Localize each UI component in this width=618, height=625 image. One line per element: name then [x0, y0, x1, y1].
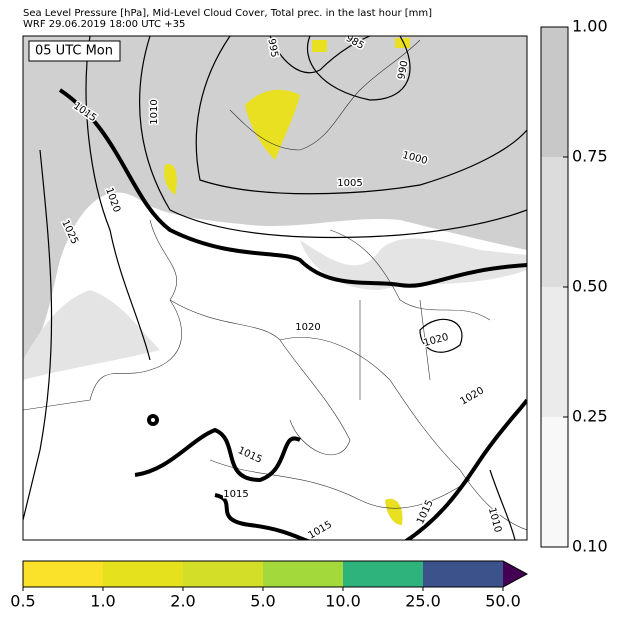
colorbar-segment: [343, 561, 423, 587]
colorbar-segment: [541, 287, 568, 417]
colorbar-segment: [23, 561, 103, 587]
colorbar-label: 0.75: [572, 147, 608, 166]
colorbar-label: 2.0: [170, 592, 195, 611]
contour-label: 1005: [337, 178, 362, 189]
precip: [164, 38, 410, 525]
colorbar-label: 0.10: [572, 537, 608, 556]
contour-label: 1020: [295, 322, 320, 333]
colorbar-label: 0.25: [572, 407, 608, 426]
colorbar-label: 50.0: [485, 592, 521, 611]
contour-label: 990: [396, 60, 410, 81]
cloud-cover: [23, 36, 527, 360]
cloud-colorbar: 1.00 0.75 0.50 0.25 0.10: [540, 17, 608, 556]
contour-label: 995: [265, 38, 279, 59]
colorbar-segment: [423, 561, 503, 587]
contour-label: 1015: [223, 489, 248, 500]
precip-colorbar: 0.5 1.0 2.0 5.0 10.0 25.0 50.0: [10, 560, 529, 611]
colorbar-label: 5.0: [250, 592, 275, 611]
subtitle: WRF 29.06.2019 18:00 UTC +35: [23, 19, 185, 30]
colorbar-segment: [263, 561, 343, 587]
colorbar-segment: [541, 27, 568, 157]
colorbar-segment: [541, 417, 568, 547]
isobar-1015: [58, 88, 527, 540]
title: Sea Level Pressure [hPa], Mid-Level Clou…: [23, 8, 432, 19]
colorbar-segment: [103, 561, 183, 587]
time-box: [28, 40, 121, 62]
colorbar-extend: [503, 561, 527, 587]
colorbar-label: 0.50: [572, 277, 608, 296]
contour-label: 1010: [149, 99, 160, 124]
colorbar-segment: [541, 157, 568, 287]
coastlines: [23, 39, 527, 531]
isobars: [23, 36, 527, 540]
colorbar-frame: [22, 560, 529, 588]
time-label: 05 UTC Mon: [35, 44, 113, 59]
cloud-cover-light: [23, 238, 527, 380]
colorbar-label: 1.00: [572, 17, 608, 36]
colorbar-segment: [183, 561, 263, 587]
colorbar-label: 10.0: [325, 592, 361, 611]
map: 1015 1010 995 985 990 1000 1005 1020 102…: [23, 36, 527, 540]
colorbar-label: 0.5: [10, 592, 35, 611]
map-frame: [22, 35, 528, 541]
colorbar-label: 1.0: [90, 592, 115, 611]
colorbar-label: 25.0: [405, 592, 441, 611]
